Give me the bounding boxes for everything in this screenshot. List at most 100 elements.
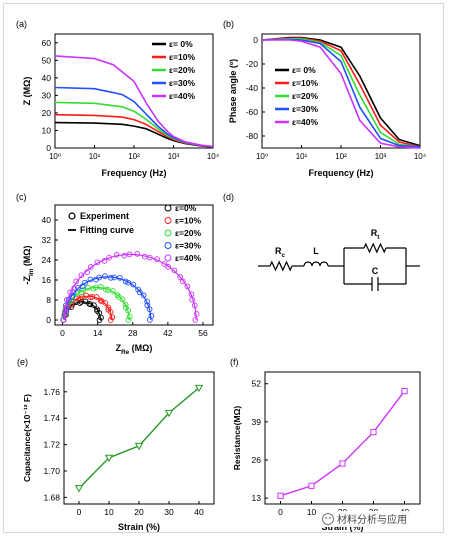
wechat-logo-icon	[322, 513, 334, 525]
panel-c-data-point	[73, 295, 79, 302]
panel-b-xlabel: Frequency (Hz)	[308, 168, 373, 178]
panel-e-ytick-label: 1.74	[43, 413, 60, 423]
panel-a-series-line	[54, 55, 214, 148]
panel-c-data-point	[126, 251, 133, 258]
panel-a-ytick-label: 10	[42, 125, 52, 135]
panel-b-ytick-label: -20	[246, 59, 259, 69]
panel-f-ytick-label: 52	[252, 379, 262, 389]
panel-f-ytick-label: 26	[252, 455, 262, 465]
panel-b-xtick-label: 10¹	[296, 152, 308, 161]
panel-d-rc-label-sub: c	[281, 252, 285, 259]
panel-b-label: (b)	[223, 19, 234, 29]
panel-c-axes-box	[54, 204, 214, 326]
panel-d-c-label: C	[372, 266, 379, 276]
panel-f-xtick-label: 0	[278, 507, 283, 517]
panel-c-data-point	[63, 308, 70, 314]
panel-c-data-point	[84, 269, 91, 275]
panel-a-legend-label: ε=10%	[169, 52, 195, 62]
panel-d-rt-label-main: R	[371, 228, 378, 238]
panel-f-series-line	[280, 390, 406, 497]
panel-d-rc-label-main: R	[275, 246, 282, 256]
panel-c-data-point	[89, 293, 96, 300]
panel-a-series-line	[54, 101, 214, 148]
panel-e-xtick-label: 20	[134, 507, 144, 517]
panel-c-data-point	[107, 317, 114, 323]
panel-e-xtick-label: 40	[194, 507, 204, 517]
panel-f-data-point	[401, 387, 408, 395]
panel-c-data-point	[126, 313, 133, 320]
wechat-logo-eye-icon	[325, 517, 327, 519]
panel-c-data-point	[179, 278, 186, 285]
panel-b-legend-label: ε= 0%	[292, 65, 316, 75]
panel-c-data-point	[105, 304, 112, 311]
panel-c-label: (c)	[16, 192, 27, 202]
panel-c-data-point	[102, 300, 109, 306]
panel-e-xtick-label: 30	[164, 507, 174, 517]
panel-a-xlabel: Frequency (Hz)	[101, 168, 166, 178]
panel-c-data-point	[119, 296, 126, 303]
panel-b-xtick-label: 10⁴	[414, 152, 427, 161]
panel-f-axes-box	[264, 371, 421, 505]
panel-b-series-line	[262, 39, 421, 149]
panel-e-ytick-label: 1.68	[43, 492, 60, 502]
panel-e-data-point	[134, 442, 144, 451]
panel-c-data-point	[122, 278, 129, 285]
panel-c-legend-experiment: Experiment	[80, 211, 129, 221]
panel-d-rt-label: Rt	[371, 228, 381, 241]
panel-f-ytick-label: 13	[252, 493, 262, 503]
panel-c-data-point	[113, 252, 120, 258]
panel-c-data-point	[191, 302, 198, 309]
panel-c-data-point	[63, 304, 70, 311]
panel-e-xtick-label: 10	[104, 507, 114, 517]
panel-b-ytick-label: 0	[253, 35, 258, 45]
panel-c-data-point	[111, 274, 118, 281]
panel-d-resistor-rt	[363, 242, 387, 254]
panel-c-legend-label: ε=20%	[175, 228, 201, 238]
panel-f-data-point	[308, 482, 315, 489]
panel-c-ytick-label: 40	[42, 215, 52, 225]
figure-frame	[3, 3, 444, 533]
panel-c-data-point	[135, 286, 141, 293]
panel-a-label: (a)	[16, 19, 27, 29]
watermark-background	[318, 511, 440, 527]
panel-c-data-point	[85, 284, 92, 291]
panel-b-legend-label: ε=40%	[292, 117, 318, 127]
panel-e-data-point	[194, 384, 204, 393]
panel-b-legend-label: ε=20%	[292, 91, 318, 101]
panel-a-legend-label: ε=30%	[169, 78, 195, 88]
panel-c-ytick-label: 16	[42, 275, 52, 285]
panel-c-data-point	[136, 289, 143, 296]
panel-c-data-point	[117, 274, 123, 281]
panel-c-legend-label: ε=40%	[175, 253, 201, 263]
watermark: 材料分析与应用	[318, 511, 440, 527]
panel-c-data-point	[96, 310, 103, 316]
panel-c-xtick-label: 28	[128, 328, 138, 338]
panel-c-ytick-label: 0	[46, 315, 51, 325]
panel-d-inductor-l	[303, 261, 329, 267]
panel-b-series-line	[261, 37, 421, 148]
panel-c-data-point	[87, 276, 94, 283]
panel-f-data-point	[370, 429, 377, 436]
panel-c-data-point	[67, 289, 74, 296]
panel-c-data-point	[134, 251, 141, 257]
panel-a-xtick-label: 10⁴	[207, 152, 220, 161]
panel-c-data-point	[68, 301, 75, 308]
panel-c-data-point	[122, 301, 129, 308]
panel-e-ytick-label: 1.76	[43, 387, 60, 397]
panel-a-ytick-label: 30	[42, 90, 52, 100]
panel-c-xtick-label: 42	[163, 328, 173, 338]
panel-a-ytick-label: 60	[42, 38, 52, 48]
panel-c-data-point	[64, 296, 70, 303]
panel-c-data-point	[171, 267, 178, 274]
panel-f-label: (f)	[230, 357, 239, 367]
panel-c-data-point	[106, 254, 112, 261]
panel-e-series-line	[78, 387, 200, 489]
panel-c-ylabel: -ZIm (MΩ)	[22, 245, 35, 284]
panel-c-legend-label: ε=10%	[175, 216, 201, 226]
panel-b-xtick-label: 10³	[375, 152, 387, 161]
panel-e-xlabel: Strain (%)	[118, 522, 160, 532]
panel-c-xlabel-unit: (MΩ)	[129, 343, 152, 353]
panel-c-data-point	[73, 278, 80, 285]
panel-e-data-point	[164, 409, 174, 418]
panel-c-legend-label: ε=0%	[175, 203, 197, 213]
